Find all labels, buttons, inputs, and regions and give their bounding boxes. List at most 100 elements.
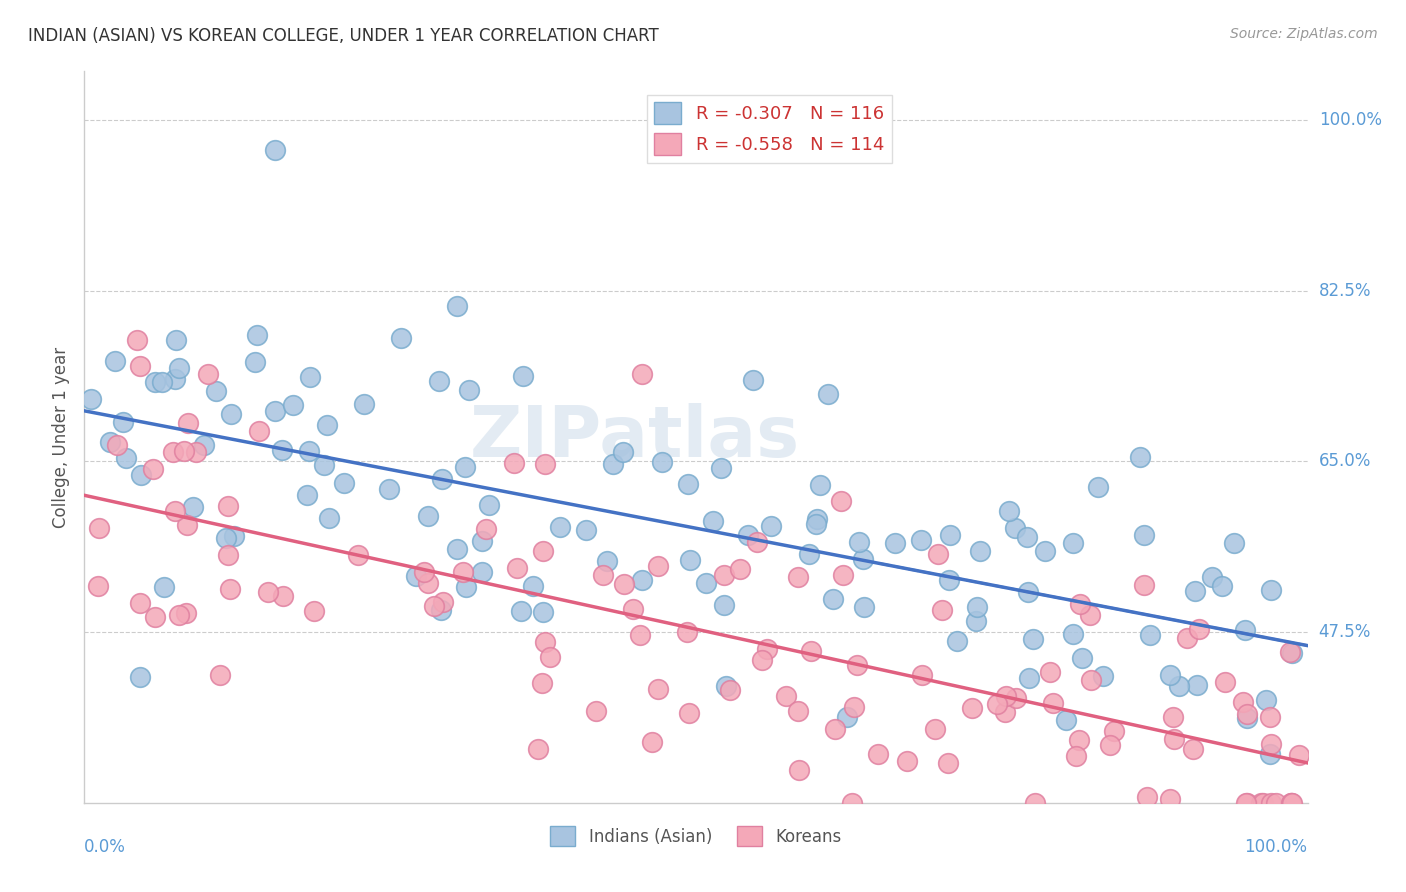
Point [927, 547, 949, 561]
Point [1042, 696, 1064, 710]
Point [153, 580, 176, 594]
Point [184, 445, 207, 459]
Point [592, 568, 614, 582]
Point [830, 494, 852, 508]
Point [1018, 671, 1040, 685]
Point [702, 514, 724, 528]
Point [821, 591, 844, 606]
Point [471, 565, 494, 579]
Point [1185, 678, 1208, 692]
Point [1062, 627, 1084, 641]
Point [751, 653, 773, 667]
Point [602, 458, 624, 472]
Point [585, 704, 607, 718]
Point [1033, 544, 1056, 558]
Point [824, 722, 846, 736]
Point [1279, 796, 1302, 810]
Point [640, 735, 662, 749]
Point [936, 756, 959, 770]
Point [756, 641, 779, 656]
Point [105, 438, 128, 452]
Point [1005, 691, 1028, 706]
Point [647, 681, 669, 696]
Point [522, 579, 544, 593]
Point [218, 582, 240, 596]
Point [1104, 724, 1126, 739]
Point [533, 457, 555, 471]
Point [316, 418, 339, 433]
Point [853, 599, 876, 614]
Point [1098, 738, 1121, 752]
Point [797, 547, 820, 561]
Point [759, 518, 782, 533]
Point [1288, 747, 1310, 762]
Point [848, 534, 870, 549]
Point [628, 628, 651, 642]
Point [1175, 631, 1198, 645]
Point [389, 331, 412, 345]
Point [1260, 747, 1282, 761]
Point [446, 299, 468, 313]
Point [142, 462, 165, 476]
Point [575, 523, 598, 537]
Point [446, 541, 468, 556]
Text: 65.0%: 65.0% [1319, 452, 1371, 470]
Text: 0.0%: 0.0% [84, 838, 127, 855]
Point [1139, 628, 1161, 642]
Point [1234, 796, 1257, 810]
Point [128, 670, 150, 684]
Point [1260, 582, 1282, 597]
Text: 100.0%: 100.0% [1244, 838, 1308, 855]
Point [87, 579, 110, 593]
Point [621, 601, 644, 615]
Point [430, 472, 453, 486]
Point [808, 478, 831, 492]
Text: INDIAN (ASIAN) VS KOREAN COLLEGE, UNDER 1 YEAR CORRELATION CHART: INDIAN (ASIAN) VS KOREAN COLLEGE, UNDER … [28, 27, 659, 45]
Point [222, 529, 245, 543]
Point [416, 575, 439, 590]
Point [911, 668, 934, 682]
Point [1087, 480, 1109, 494]
Point [787, 704, 810, 718]
Point [127, 334, 149, 348]
Point [1182, 741, 1205, 756]
Point [910, 533, 932, 548]
Point [475, 522, 498, 536]
Point [695, 575, 717, 590]
Point [678, 706, 700, 721]
Point [264, 403, 287, 417]
Point [676, 625, 699, 640]
Point [939, 527, 962, 541]
Point [145, 376, 167, 390]
Text: Source: ZipAtlas.com: Source: ZipAtlas.com [1230, 27, 1378, 41]
Point [832, 568, 855, 582]
Point [104, 353, 127, 368]
Point [217, 549, 239, 563]
Point [1017, 585, 1039, 599]
Point [1167, 679, 1189, 693]
Point [835, 710, 858, 724]
Point [502, 456, 524, 470]
Point [173, 444, 195, 458]
Point [299, 370, 322, 384]
Point [1260, 737, 1282, 751]
Point [1159, 668, 1181, 682]
Legend: Indians (Asian), Koreans: Indians (Asian), Koreans [544, 820, 848, 853]
Point [98, 435, 121, 450]
Point [868, 747, 890, 761]
Point [129, 359, 152, 373]
Point [1236, 707, 1258, 722]
Point [243, 355, 266, 369]
Point [841, 796, 863, 810]
Point [775, 689, 797, 703]
Point [1136, 789, 1159, 804]
Point [219, 407, 242, 421]
Point [718, 682, 741, 697]
Point [176, 606, 198, 620]
Point [89, 521, 111, 535]
Point [115, 451, 138, 466]
Point [966, 599, 988, 614]
Point [347, 548, 370, 562]
Point [1091, 669, 1114, 683]
Point [631, 573, 654, 587]
